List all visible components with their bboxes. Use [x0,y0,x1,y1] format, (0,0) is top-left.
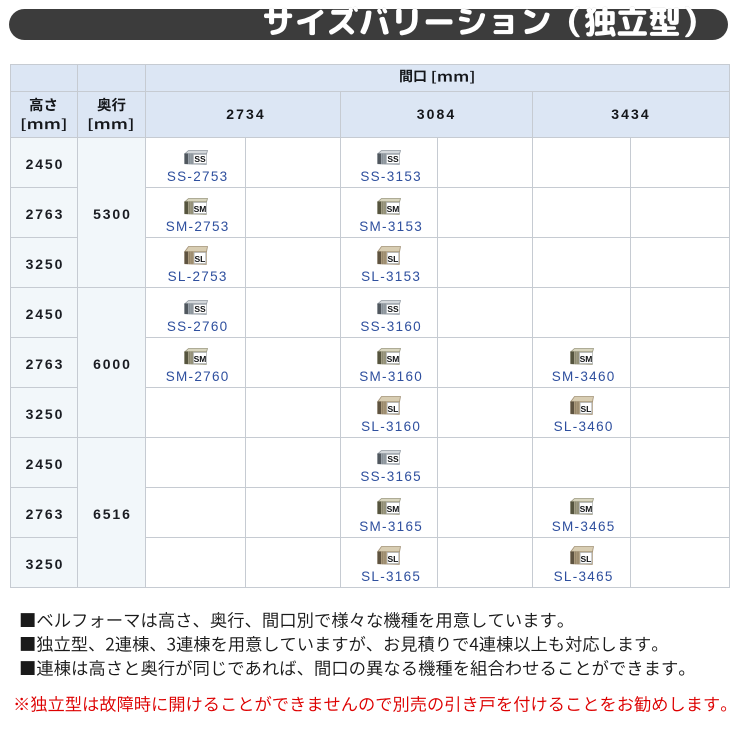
svg-text:SS: SS [194,154,206,164]
svg-text:SL: SL [580,404,591,414]
svg-text:SM: SM [387,504,400,514]
svg-text:SM: SM [579,354,592,364]
svg-text:SM: SM [387,354,400,364]
svg-text:SM: SM [579,504,592,514]
svg-text:SM: SM [193,204,206,214]
svg-text:SL: SL [194,254,205,264]
svg-text:SS: SS [387,304,399,314]
svg-text:SM: SM [387,204,400,214]
svg-text:SL: SL [388,254,399,264]
svg-text:SL: SL [388,554,399,564]
svg-text:SM: SM [193,354,206,364]
svg-text:SS: SS [387,154,399,164]
svg-text:SL: SL [388,404,399,414]
svg-text:SS: SS [194,304,206,314]
svg-text:SS: SS [387,454,399,464]
svg-text:SL: SL [580,554,591,564]
